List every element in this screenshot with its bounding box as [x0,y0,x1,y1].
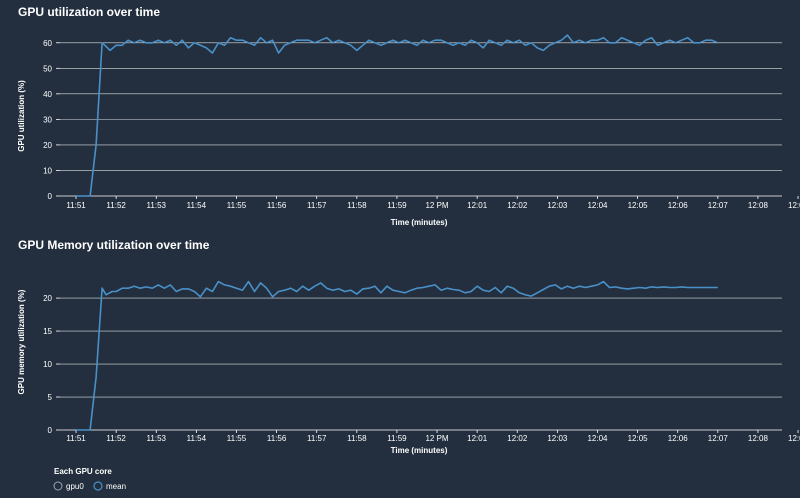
legend-marker-mean-icon [93,481,103,491]
x-tick-label: 11:55 [227,201,247,210]
grid [60,297,782,431]
x-tick-label: 12:01 [467,201,488,210]
legend-label: mean [106,482,126,491]
gpu-utilization-chart: GPU utilization over time GPU utilizatio… [17,5,800,227]
x-tick-label: 12:05 [628,201,649,210]
x-tick-label: 12:03 [547,434,568,443]
x-tick-label: 11:58 [347,201,367,210]
series [76,34,719,197]
x-tick-label: 12:08 [748,201,769,210]
x-tick-label: 12:09 [788,434,800,443]
y-tick-label: 60 [43,39,52,48]
x-ticks: 11:51 11:52 11:53 11:54 11:55 11:56 11:57 11:58… [66,196,800,210]
chart-title: GPU utilization over time [18,5,160,19]
y-tick-label: 5 [48,393,53,402]
x-tick-label: 11:52 [106,201,126,210]
x-tick-label: 11:59 [387,434,407,443]
x-tick-label: 11:56 [267,201,287,210]
x-tick-label: 12:07 [708,434,729,443]
chart-title: GPU Memory utilization over time [18,238,210,252]
y-tick-label: 30 [43,115,52,124]
x-tick-label: 12 PM [425,201,448,210]
x-tick-label: 11:55 [227,434,247,443]
y-tick-label: 40 [43,90,52,99]
y-tick-label: 50 [43,64,52,73]
gpu-memory-utilization-chart: GPU Memory utilization over time GPU mem… [17,238,800,455]
x-tick-label: 12:03 [547,201,568,210]
x-tick-label: 11:56 [267,434,287,443]
y-tick-label: 15 [43,327,52,336]
y-tick-label: 20 [43,294,52,303]
y-tick-label: 10 [43,166,52,175]
legend-label: gpu0 [66,482,84,491]
x-ticks: 11:51 11:52 11:53 11:54 11:55 11:56 11:57 11:58… [66,430,800,443]
x-tick-label: 11:54 [187,201,207,210]
x-tick-label: 12:08 [748,434,769,443]
x-tick-label: 12:07 [708,201,729,210]
x-tick-label: 11:53 [147,201,167,210]
x-tick-label: 11:57 [307,201,327,210]
y-tick-label: 0 [48,192,53,201]
y-ticks: 0 10 20 30 40 50 60 [43,39,60,201]
x-tick-label: 12:04 [587,434,608,443]
x-tick-label: 12:06 [668,201,689,210]
y-tick-label: 10 [43,360,52,369]
x-tick-label: 11:58 [347,434,367,443]
x-tick-label: 11:54 [187,434,207,443]
x-tick-label: 12:01 [467,434,488,443]
x-tick-label: 11:57 [307,434,327,443]
y-tick-label: 0 [48,426,53,435]
series [76,280,718,431]
legend-marker-gpu0-icon [53,481,63,491]
y-ticks: 0 5 10 15 20 [43,294,60,435]
y-axis-label: GPU memory utilization (%) [17,289,26,394]
x-tick-label: 11:52 [106,434,126,443]
legend: Each GPU core gpu0 mean [53,467,126,491]
x-axis-label: Time (minutes) [391,218,448,227]
x-axis-label: Time (minutes) [391,446,448,455]
y-axis-label: GPU utilization (%) [17,80,26,152]
x-tick-label: 12:02 [507,201,528,210]
x-tick-label: 11:51 [66,201,86,210]
series-line-mean [76,280,718,431]
x-tick-label: 12 PM [425,434,448,443]
x-tick-label: 12:06 [668,434,689,443]
x-tick-label: 11:51 [66,434,86,443]
x-tick-label: 12:02 [507,434,528,443]
x-tick-label: 11:59 [387,201,407,210]
x-tick-label: 11:53 [147,434,167,443]
series-line-mean [76,34,719,197]
legend-title: Each GPU core [54,467,112,476]
legend-item-mean[interactable]: mean [93,481,126,491]
grid [60,42,782,197]
legend-item-gpu0[interactable]: gpu0 [53,481,84,491]
y-tick-label: 20 [43,141,52,150]
x-tick-label: 12:09 [788,201,800,210]
x-tick-label: 12:05 [628,434,649,443]
x-tick-label: 12:04 [587,201,608,210]
